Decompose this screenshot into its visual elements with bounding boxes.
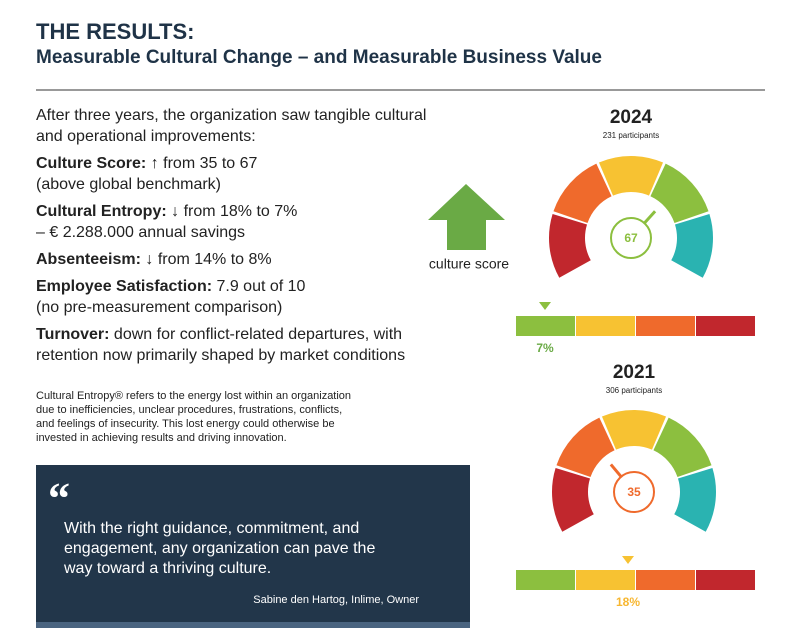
entropy-bar-segment (696, 570, 755, 590)
quote-line: way toward a thriving culture. (63, 560, 271, 577)
gauge-segment (548, 214, 591, 278)
entropy-bar-segment (636, 316, 695, 336)
result-text: – € 2.288.000 annual savings (36, 224, 245, 241)
result-label: Culture Score: (36, 155, 146, 172)
gauge-segment (601, 410, 667, 450)
result-text: down for conflict-related departures, wi… (109, 326, 402, 343)
gauge-score: 35 (627, 485, 641, 499)
gauge-needle (643, 210, 657, 225)
entropy-value: 7% (536, 341, 554, 355)
entropy-marker (622, 556, 634, 564)
entropy-bar-segment (696, 316, 755, 336)
quote-line: engagement, any organization can pave th… (64, 540, 375, 557)
entropy-value: 18% (616, 595, 640, 609)
entropy-bar-segment (576, 316, 635, 336)
result-text: ↓ from 18% to 7% (167, 203, 298, 220)
gauge-participants: 231 participants (603, 131, 659, 140)
result-item: Turnover: down for conflict-related depa… (36, 326, 402, 343)
footnote-line: due to inefficiencies, unclear procedure… (36, 404, 342, 416)
up-arrow (428, 184, 505, 250)
gauge-year: 2024 (610, 107, 653, 128)
entropy-marker (539, 302, 551, 310)
result-item: Employee Satisfaction: 7.9 out of 10 (36, 278, 306, 295)
quote-line: With the right guidance, commitment, and (64, 520, 359, 537)
gauge-segment (653, 417, 712, 478)
gauge-segment (650, 163, 709, 224)
entropy-bar-segment (636, 570, 695, 590)
gauge-segment (671, 214, 713, 278)
gauge-segment (598, 156, 664, 196)
gauge-center (613, 471, 655, 513)
gauge-participants: 306 participants (606, 386, 662, 395)
entropy-bar-segment (516, 316, 575, 336)
result-item: Absenteeism: ↓ from 14% to 8% (36, 251, 272, 268)
intro-line: After three years, the organization saw … (36, 107, 426, 124)
subtitle: Measurable Cultural Change – and Measura… (36, 47, 602, 68)
gauge-segment (553, 163, 612, 224)
result-label: Turnover: (36, 326, 109, 343)
footnote-line: Cultural Entropy® refers to the energy l… (36, 390, 351, 402)
quote: With the right guidance, commitment, and… (63, 520, 375, 577)
quote-box (36, 465, 470, 628)
result-text: ↓ from 14% to 8% (141, 251, 272, 268)
gauge-segment (556, 417, 615, 478)
entropy-bar-segment (516, 570, 575, 590)
result-text: ↑ from 35 to 67 (146, 155, 257, 172)
entropy-bar-segment (576, 570, 635, 590)
result-label: Absenteeism: (36, 251, 141, 268)
gauge-center (610, 217, 652, 259)
quote-mark: “ (48, 474, 70, 523)
result-text: (no pre-measurement comparison) (36, 299, 282, 316)
result-text: retention now primarily shaped by market… (36, 347, 405, 364)
result-label: Cultural Entropy: (36, 203, 167, 220)
result-text: 7.9 out of 10 (212, 278, 306, 295)
gauge-segment (552, 468, 594, 532)
footnote-line: invested in achieving results and drivin… (36, 432, 287, 444)
arrow-label: culture score (429, 256, 509, 272)
title: THE RESULTS: (36, 19, 194, 44)
quote-author: Sabine den Hartog, Inlime, Owner (253, 594, 419, 606)
text-column: After three years, the organization saw … (36, 107, 426, 444)
gauge-needle (609, 463, 623, 478)
result-text: (above global benchmark) (36, 176, 221, 193)
gauge-year: 2021 (613, 362, 656, 383)
result-item: Culture Score: ↑ from 35 to 67 (36, 155, 258, 172)
intro-line: and operational improvements: (36, 128, 256, 145)
gauge-segment (674, 468, 717, 532)
quote-box-edge (36, 622, 470, 628)
gauges: 2024 231 participants 67 7% 2021 306 particip… (516, 107, 755, 609)
gauge-score: 67 (624, 231, 638, 245)
result-item: Cultural Entropy: ↓ from 18% to 7% (36, 203, 297, 220)
result-label: Employee Satisfaction: (36, 278, 212, 295)
footnote-line: and feelings of insecurity. This lost en… (36, 418, 335, 430)
